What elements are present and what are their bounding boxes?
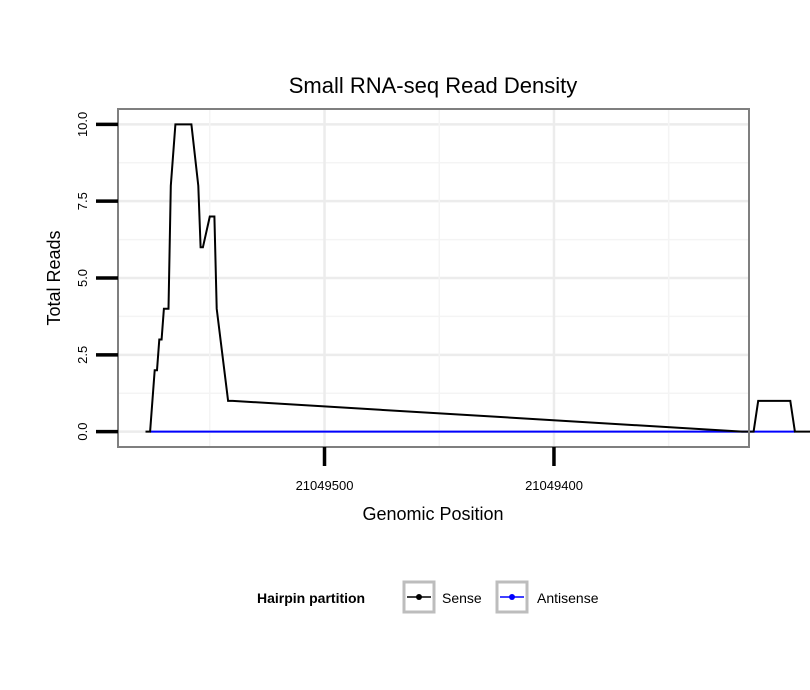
x-axis: 21049500 21049400	[296, 447, 583, 493]
grid-lines	[118, 109, 749, 447]
x-tick-label: 21049400	[525, 478, 583, 493]
series-layer	[145, 123, 810, 433]
legend-key-sense	[416, 594, 422, 600]
x-axis-title: Genomic Position	[362, 504, 503, 524]
legend-label-antisense: Antisense	[537, 590, 599, 606]
y-tick-label: 2.5	[75, 346, 90, 364]
x-tick-label: 21049500	[296, 478, 354, 493]
y-tick-label: 5.0	[75, 269, 90, 287]
series-line-sense	[145, 123, 810, 433]
y-axis: 0.0 2.5 5.0 7.5 10.0	[75, 112, 118, 441]
legend-entry-sense[interactable]: Sense	[402, 580, 482, 614]
y-tick-label: 0.0	[75, 423, 90, 441]
legend-label-sense: Sense	[442, 590, 482, 606]
plot-panel	[117, 108, 810, 448]
legend-entry-antisense[interactable]: Antisense	[495, 580, 599, 614]
chart-title: Small RNA-seq Read Density	[289, 73, 578, 98]
legend-key-antisense	[509, 594, 515, 600]
y-tick-label: 7.5	[75, 192, 90, 210]
legend-title: Hairpin partition	[257, 590, 365, 606]
legend: Hairpin partition Sense Antisense	[257, 580, 599, 614]
y-axis-title: Total Reads	[44, 230, 64, 325]
y-tick-label: 10.0	[75, 112, 90, 137]
